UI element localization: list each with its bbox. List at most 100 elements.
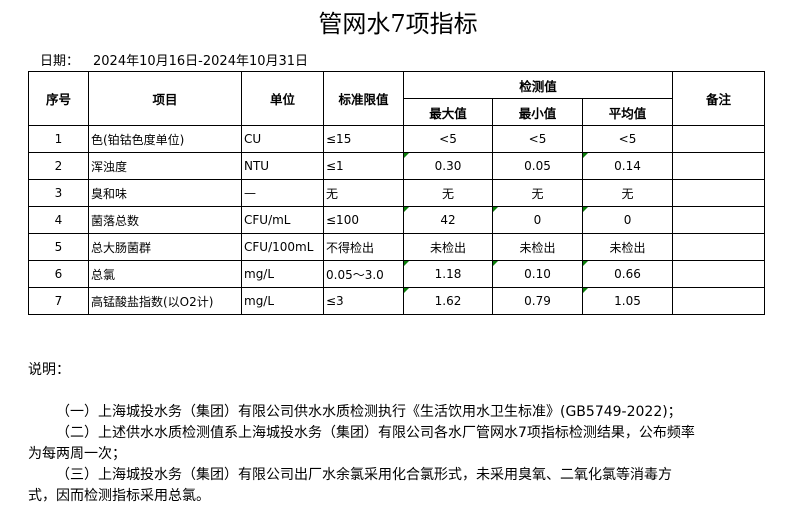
cell-seq: 6 xyxy=(28,260,89,288)
cell-text: 4 xyxy=(54,213,63,227)
cell-seq: 2 xyxy=(28,152,89,180)
cell-text: 无 xyxy=(326,186,339,201)
cell-max: 42 xyxy=(403,206,493,234)
date-value: 2024年10月16日-2024年10月31日 xyxy=(93,54,309,69)
header-remark: 备注 xyxy=(672,71,766,126)
cell-limit: 0.05～3.0 xyxy=(323,260,404,288)
cell-text: CFU/100mL xyxy=(244,240,314,254)
cell-seq: 5 xyxy=(28,233,89,261)
cell-limit: ≤15 xyxy=(323,125,404,153)
error-indicator-icon xyxy=(583,288,588,293)
cell-max: 0.30 xyxy=(403,152,493,180)
cell-max: 1.62 xyxy=(403,287,493,315)
cell-seq: 7 xyxy=(28,287,89,315)
cell-text: 0.05 xyxy=(524,159,551,173)
cell-text: ≤3 xyxy=(326,294,344,308)
cell-text: 3 xyxy=(54,186,63,200)
cell-min: 0.79 xyxy=(492,287,583,315)
cell-remark xyxy=(672,125,766,153)
table-row: 7 高锰酸盐指数(以O2计) mg/L ≤3 1.62 0.79 1.05 xyxy=(28,287,766,315)
cell-unit: CFU/mL xyxy=(241,206,324,234)
cell-text: CFU/mL xyxy=(244,213,291,227)
cell-text: ≤1 xyxy=(326,159,344,173)
cell-text: 1 xyxy=(54,132,63,146)
error-indicator-icon xyxy=(583,153,588,158)
cell-text: 0 xyxy=(623,213,632,227)
cell-limit: 无 xyxy=(323,179,404,207)
cell-remark xyxy=(672,179,766,207)
header-seq: 序号 xyxy=(28,71,89,126)
cell-text: 6 xyxy=(54,267,63,281)
cell-text: 0.10 xyxy=(524,267,551,281)
table-row: 2 浑浊度 NTU ≤1 0.30 0.05 0.14 xyxy=(28,152,766,180)
cell-max: 1.18 xyxy=(403,260,493,288)
note-item: （二）上述供水水质检测值系上海城投水务（集团）有限公司各水厂管网水7项指标检测结… xyxy=(28,425,695,462)
cell-text: 0 xyxy=(533,213,542,227)
cell-text: 总氯 xyxy=(91,267,116,282)
cell-item: 总氯 xyxy=(88,260,242,288)
cell-item: 总大肠菌群 xyxy=(88,233,242,261)
cell-text: 2 xyxy=(54,159,63,173)
date-range: 日期： 2024年10月16日-2024年10月31日 xyxy=(40,50,322,69)
header-avg: 平均值 xyxy=(581,98,674,126)
cell-item: 浑浊度 xyxy=(88,152,242,180)
water-quality-table: 序号 项目 单位 标准限值 检测值 备注 最大值 最小值 平均值 1 色(铂钴色度单位) CU ≤1… xyxy=(28,71,766,315)
table-row: 4 菌落总数 CFU/mL ≤100 42 0 0 xyxy=(28,206,766,234)
cell-text: 未检出 xyxy=(429,240,466,255)
cell-avg: 0.14 xyxy=(581,152,674,180)
header-detected: 检测值 xyxy=(402,71,674,99)
cell-avg: 0 xyxy=(581,206,674,234)
cell-min: 无 xyxy=(492,179,583,207)
cell-text: <5 xyxy=(528,132,547,146)
cell-text: 总大肠菌群 xyxy=(91,240,152,255)
error-indicator-icon xyxy=(493,261,498,266)
cell-text: — xyxy=(244,186,256,200)
cell-limit: ≤100 xyxy=(323,206,404,234)
cell-unit: NTU xyxy=(241,152,324,180)
cell-seq: 1 xyxy=(28,125,89,153)
cell-text: 高锰酸盐指数(以O2计) xyxy=(91,294,214,309)
cell-text: 0.30 xyxy=(434,159,462,173)
cell-remark xyxy=(672,206,766,234)
cell-remark xyxy=(672,260,766,288)
cell-text: 臭和味 xyxy=(91,186,128,201)
table-row: 3 臭和味 — 无 无 无 无 xyxy=(28,179,766,207)
cell-avg: 无 xyxy=(581,179,674,207)
cell-avg: 0.66 xyxy=(581,260,674,288)
cell-text: 5 xyxy=(54,240,63,254)
header-min: 最小值 xyxy=(492,98,583,126)
table-row: 5 总大肠菌群 CFU/100mL 不得检出 未检出 未检出 未检出 xyxy=(28,233,766,261)
cell-max: <5 xyxy=(403,125,493,153)
cell-text: 无 xyxy=(621,186,634,201)
error-indicator-icon xyxy=(583,207,588,212)
cell-text: 色(铂钴色度单位) xyxy=(91,132,185,147)
cell-text: 未检出 xyxy=(609,240,646,255)
cell-text: 0.14 xyxy=(614,159,641,173)
cell-max: 未检出 xyxy=(403,233,493,261)
cell-text: CU xyxy=(244,132,262,146)
cell-text: 未检出 xyxy=(519,240,556,255)
cell-text: 浑浊度 xyxy=(91,159,128,174)
note-item: （三）上海城投水务（集团）有限公司出厂水余氯采用化合氯形式，未采用臭氧、二氧化氯… xyxy=(28,467,672,504)
cell-text: 0.66 xyxy=(614,267,641,281)
error-indicator-icon xyxy=(404,153,409,158)
cell-max: 无 xyxy=(403,179,493,207)
cell-text: mg/L xyxy=(244,294,275,308)
cell-seq: 4 xyxy=(28,206,89,234)
cell-unit: CU xyxy=(241,125,324,153)
cell-text: NTU xyxy=(244,159,270,173)
cell-text: 1.05 xyxy=(614,294,641,308)
cell-text: ≤15 xyxy=(326,132,352,146)
cell-avg: 1.05 xyxy=(581,287,674,315)
error-indicator-icon xyxy=(404,288,409,293)
cell-item: 菌落总数 xyxy=(88,206,242,234)
cell-remark xyxy=(672,152,766,180)
cell-item: 高锰酸盐指数(以O2计) xyxy=(88,287,242,315)
cell-text: 1.62 xyxy=(434,294,462,308)
cell-text: <5 xyxy=(439,132,457,146)
cell-text: 1.18 xyxy=(434,267,462,281)
error-indicator-icon xyxy=(404,207,409,212)
cell-unit: — xyxy=(241,179,324,207)
error-indicator-icon xyxy=(404,261,409,266)
cell-min: 0.10 xyxy=(492,260,583,288)
